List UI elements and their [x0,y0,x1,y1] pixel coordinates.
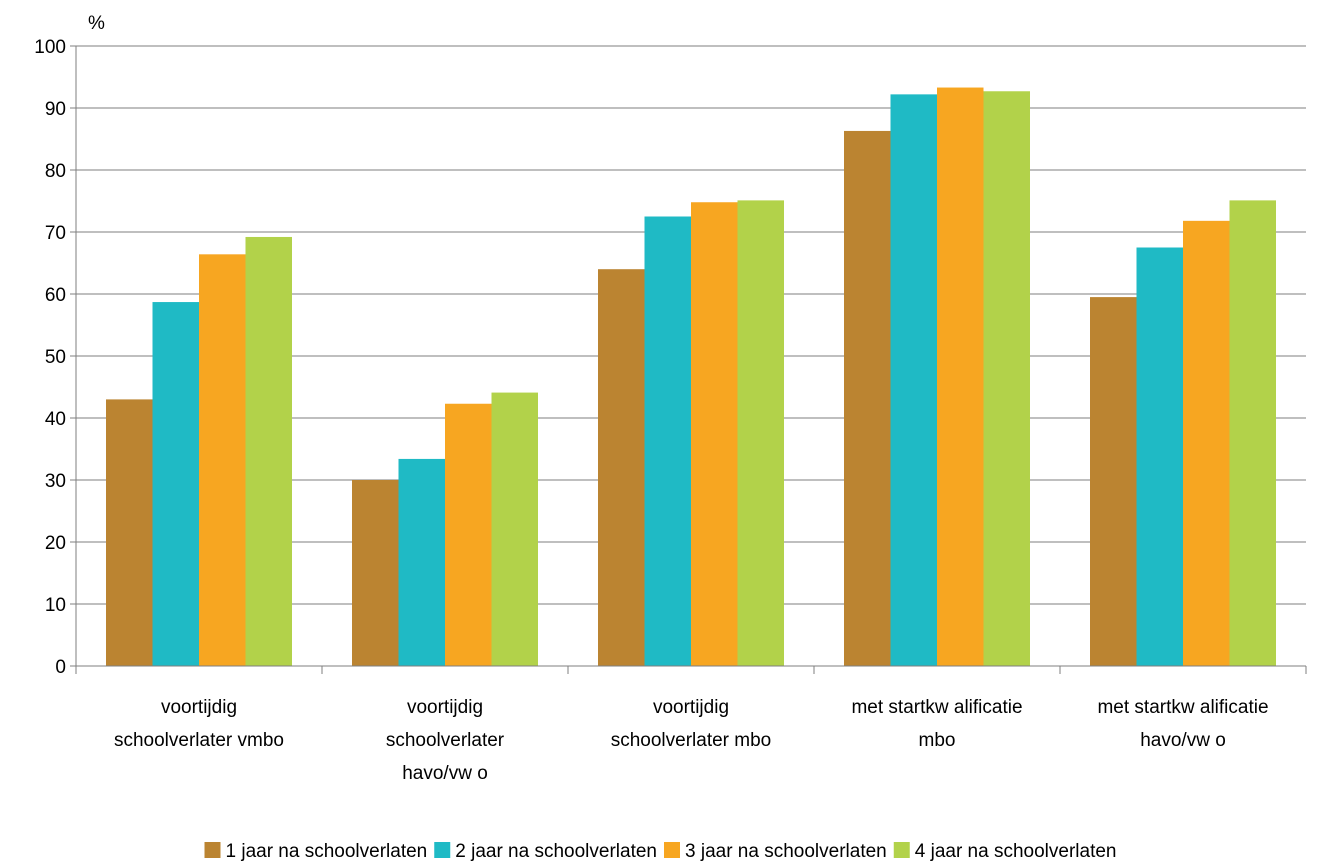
y-tick-label: 60 [45,285,66,306]
bar [352,480,399,666]
category-label: voortijdig schoolverlater havo/vw o [386,697,505,784]
y-tick-labels: 0 10 20 30 40 50 60 70 80 90 100 [34,37,66,678]
bars [106,87,1276,667]
category-label: voortijdig schoolverlater mbo [611,697,772,751]
bar [691,202,738,667]
legend-swatch [664,842,680,858]
bar [106,399,153,666]
category-label: met startkw alificatie havo/vw o [1097,697,1268,751]
y-tick-label: 80 [45,161,66,182]
bar [737,200,784,666]
y-tick-label: 100 [34,37,66,58]
legend-swatch [893,842,910,858]
bar [245,236,292,666]
bar [491,392,538,666]
legend-swatch [434,842,451,858]
bar [598,269,645,666]
bar [199,254,246,666]
axes [70,45,1307,674]
y-tick-label: 0 [55,657,66,678]
bar [844,130,891,666]
bar [644,216,691,666]
bar [1136,247,1183,666]
legend-label: 1 jaar na schoolverlaten [226,841,428,862]
y-tick-label: 10 [45,595,66,616]
category-label: voortijdig schoolverlater vmbo [114,697,284,751]
bar [1183,220,1230,666]
y-tick-label: 70 [45,223,66,244]
y-tick-label: 20 [45,533,66,554]
y-tick-label: 90 [45,99,66,120]
legend: 1 jaar na schoolverlaten 2 jaar na school… [204,841,1117,862]
bar [1229,200,1276,666]
legend-label: 4 jaar na schoolverlaten [915,841,1117,862]
bar [398,458,445,666]
bar [937,87,984,667]
legend-swatch [204,842,221,858]
bar [890,94,937,667]
bar [152,302,199,666]
bar [983,91,1030,666]
legend-label: 2 jaar na schoolverlaten [455,841,657,862]
bar [1090,297,1137,666]
y-tick-label: 30 [45,471,66,492]
legend-label: 3 jaar na schoolverlaten [685,841,887,862]
y-tick-label: 50 [45,347,66,368]
y-tick-label: 40 [45,409,66,430]
y-axis-label: % [88,13,105,34]
category-label: met startkw alificatie mbo [851,697,1022,751]
bar [445,403,492,666]
category-labels: voortijdig schoolverlater vmbo voortijdig s… [114,697,1269,784]
